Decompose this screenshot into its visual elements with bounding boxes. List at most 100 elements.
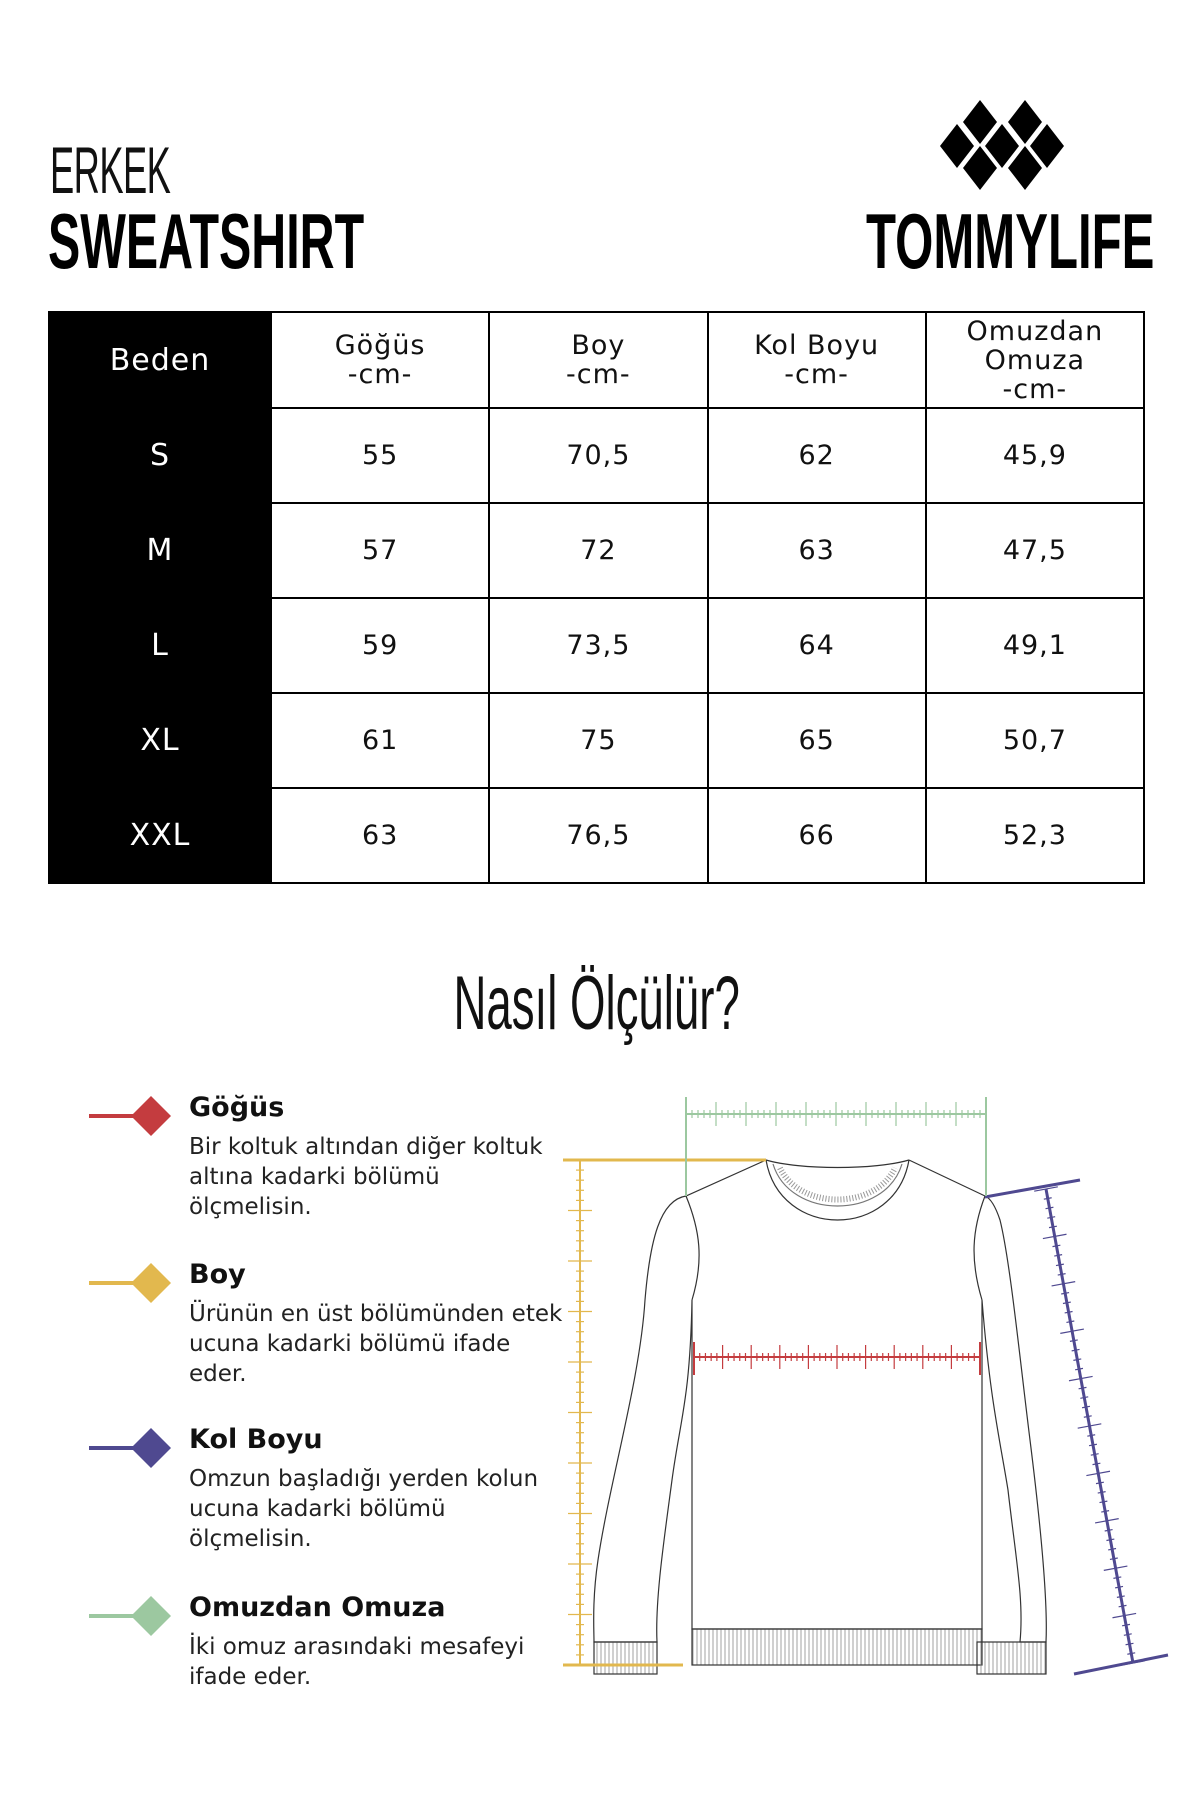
sleeve-ruler-tick bbox=[1066, 1320, 1075, 1324]
sleeve-ruler-tick bbox=[1083, 1415, 1092, 1418]
measurement-cell: 62 bbox=[706, 407, 927, 504]
size-cell: XXL bbox=[48, 787, 272, 884]
sleeve-ruler-tick bbox=[1106, 1538, 1115, 1542]
legend-description: Ürünün en üst bölümünden etek ucuna kada… bbox=[189, 1301, 563, 1387]
brand-name: TOMMYLIFE bbox=[866, 197, 1155, 285]
header-label: Boy bbox=[571, 330, 626, 361]
sleeve-ruler-tick bbox=[1101, 1510, 1110, 1513]
legend-title: Boy bbox=[189, 1259, 246, 1290]
table-row: M 57 72 63 47,5 bbox=[48, 502, 1146, 599]
sleeve-ruler-tick bbox=[1081, 1405, 1091, 1409]
sleeve-ruler-tick bbox=[1127, 1652, 1136, 1655]
sleeve-ruler-tick bbox=[1043, 1197, 1052, 1200]
sleeve-ruler-tick bbox=[1088, 1443, 1098, 1447]
sleeve-ruler-tick bbox=[1064, 1310, 1073, 1314]
column-header: Göğüs -cm- bbox=[269, 311, 491, 409]
sleeve-ruler-tick bbox=[1113, 1576, 1122, 1579]
sleeve-ruler-tick bbox=[1069, 1339, 1078, 1342]
sleeve-ruler-tick bbox=[1062, 1301, 1071, 1305]
size-cell: M bbox=[48, 502, 272, 599]
table-row: S 55 70,5 62 45,9 bbox=[48, 407, 1146, 504]
product-title: SWEATSHIRT bbox=[48, 197, 365, 285]
measurement-cell: 73,5 bbox=[488, 597, 709, 694]
brand-logo-icon bbox=[940, 100, 1064, 190]
howto-title: Nasıl Ölçülür? bbox=[0, 960, 1194, 1047]
sleeve-ruler-tick bbox=[1103, 1565, 1128, 1571]
sleeve-ruler-tick bbox=[1052, 1244, 1061, 1248]
table-row: XL 61 75 65 50,7 bbox=[48, 692, 1146, 789]
sleeve-ruler-tick bbox=[1104, 1528, 1113, 1532]
sleeve-ruler-tick bbox=[1086, 1470, 1111, 1477]
table-row: XXL 63 76,5 66 52,3 bbox=[48, 787, 1146, 884]
sleeve-ruler-tick bbox=[1073, 1358, 1082, 1361]
sleeve-ruler-tick bbox=[1061, 1291, 1070, 1295]
measurement-cell: 49,1 bbox=[924, 597, 1146, 694]
sleeve-ruler-tick bbox=[1118, 1604, 1127, 1608]
size-table: Beden Göğüs -cm- Boy -cm- Kol Boyu -cm- Omuzdan… bbox=[48, 311, 1146, 884]
sleeve-ruler-tick bbox=[1078, 1386, 1087, 1390]
sleeve-ruler-tick bbox=[1108, 1547, 1117, 1551]
sleeve-ruler-tick bbox=[1047, 1216, 1056, 1219]
measurement-cell: 66 bbox=[706, 787, 927, 884]
measurement-cell: 65 bbox=[706, 692, 927, 789]
sleeve-ruler-tick bbox=[1080, 1396, 1089, 1399]
sleeve-ruler-tick bbox=[1068, 1375, 1093, 1382]
sleeve-ruler-tick bbox=[1042, 1233, 1067, 1240]
diamond-marker-icon bbox=[89, 1596, 171, 1636]
table-row: L 59 73,5 64 49,1 bbox=[48, 597, 1146, 694]
sleeve-ruler-tick bbox=[1048, 1225, 1058, 1229]
legend-title: Omuzdan Omuza bbox=[189, 1592, 446, 1623]
header-unit: -cm- bbox=[1002, 373, 1068, 405]
header-label-line: Omuzdan bbox=[966, 315, 1104, 347]
header-unit: -cm- bbox=[566, 359, 631, 390]
legend-title: Kol Boyu bbox=[189, 1424, 323, 1455]
size-cell: XL bbox=[48, 692, 272, 789]
size-cell: S bbox=[48, 407, 272, 504]
header-unit: -cm- bbox=[784, 359, 849, 390]
sleeve-ruler-tick bbox=[1055, 1263, 1064, 1267]
sleeve-ruler-tick bbox=[1075, 1367, 1084, 1371]
measurement-cell: 76,5 bbox=[488, 787, 709, 884]
measurement-cell: 63 bbox=[269, 787, 491, 884]
sleeve-ruler-tick bbox=[1092, 1462, 1101, 1466]
category-title: ERKEK bbox=[50, 133, 171, 207]
sleeve-ruler-tick bbox=[1045, 1206, 1054, 1210]
sleeve-ruler-tick bbox=[1099, 1500, 1108, 1504]
measurement-cell: 52,3 bbox=[924, 787, 1146, 884]
sleeve-ruler-tick bbox=[1060, 1328, 1085, 1334]
sleeve-ruler-tick bbox=[1121, 1623, 1131, 1627]
sleeve-ruler-tick bbox=[1087, 1434, 1096, 1437]
sleeve-ruler-tick bbox=[1094, 1518, 1119, 1524]
diamond-marker-icon bbox=[89, 1428, 171, 1468]
column-header: Kol Boyu -cm- bbox=[706, 311, 927, 409]
measurement-cell: 75 bbox=[488, 692, 709, 789]
sleeve-ruler-tick bbox=[1115, 1585, 1124, 1589]
sleeve-ruler-tick bbox=[1057, 1273, 1066, 1276]
measurement-cell: 47,5 bbox=[924, 502, 1146, 599]
sleeve-ruler-tick bbox=[1034, 1186, 1058, 1192]
sleeve-ruler-tick bbox=[1051, 1281, 1076, 1287]
legend-description: Bir koltuk altından diğer koltuk altına … bbox=[189, 1134, 543, 1220]
sleeve-bottom-cap bbox=[1073, 1653, 1169, 1676]
sleeve-ruler-tick bbox=[1109, 1557, 1118, 1561]
measurement-cell: 55 bbox=[269, 407, 491, 504]
measurement-cell: 50,7 bbox=[924, 692, 1146, 789]
size-cell: L bbox=[48, 597, 272, 694]
measurement-cell: 61 bbox=[269, 692, 491, 789]
sleeve-ruler-tick bbox=[1116, 1595, 1125, 1598]
header-label-line: Omuza bbox=[984, 344, 1086, 376]
sleeve-ruler-tick bbox=[1121, 1660, 1145, 1666]
sleeve-ruler-tick bbox=[1125, 1642, 1134, 1646]
column-header: Omuzdan Omuza -cm- bbox=[924, 311, 1146, 409]
measurement-cell: 57 bbox=[269, 502, 491, 599]
sleeve-ruler-tick bbox=[1071, 1348, 1080, 1352]
sweatshirt-outline-icon bbox=[593, 1159, 1047, 1675]
legend-description: İki omuz arasındaki mesafeyi ifade eder. bbox=[189, 1634, 525, 1690]
header-label: Göğüs bbox=[334, 330, 426, 361]
sleeve-ruler-tick bbox=[1095, 1481, 1104, 1485]
table-header-row: Beden Göğüs -cm- Boy -cm- Kol Boyu -cm- Omuzdan… bbox=[48, 311, 1146, 409]
diamond-marker-icon bbox=[89, 1263, 171, 1303]
sleeve-ruler-tick bbox=[1054, 1254, 1063, 1257]
table-body: S 55 70,5 62 45,9 M 57 72 63 47,5 L 59 73,5 64 49,1 XL 6… bbox=[48, 407, 1146, 884]
sleeve-ruler-tick bbox=[1112, 1612, 1137, 1619]
